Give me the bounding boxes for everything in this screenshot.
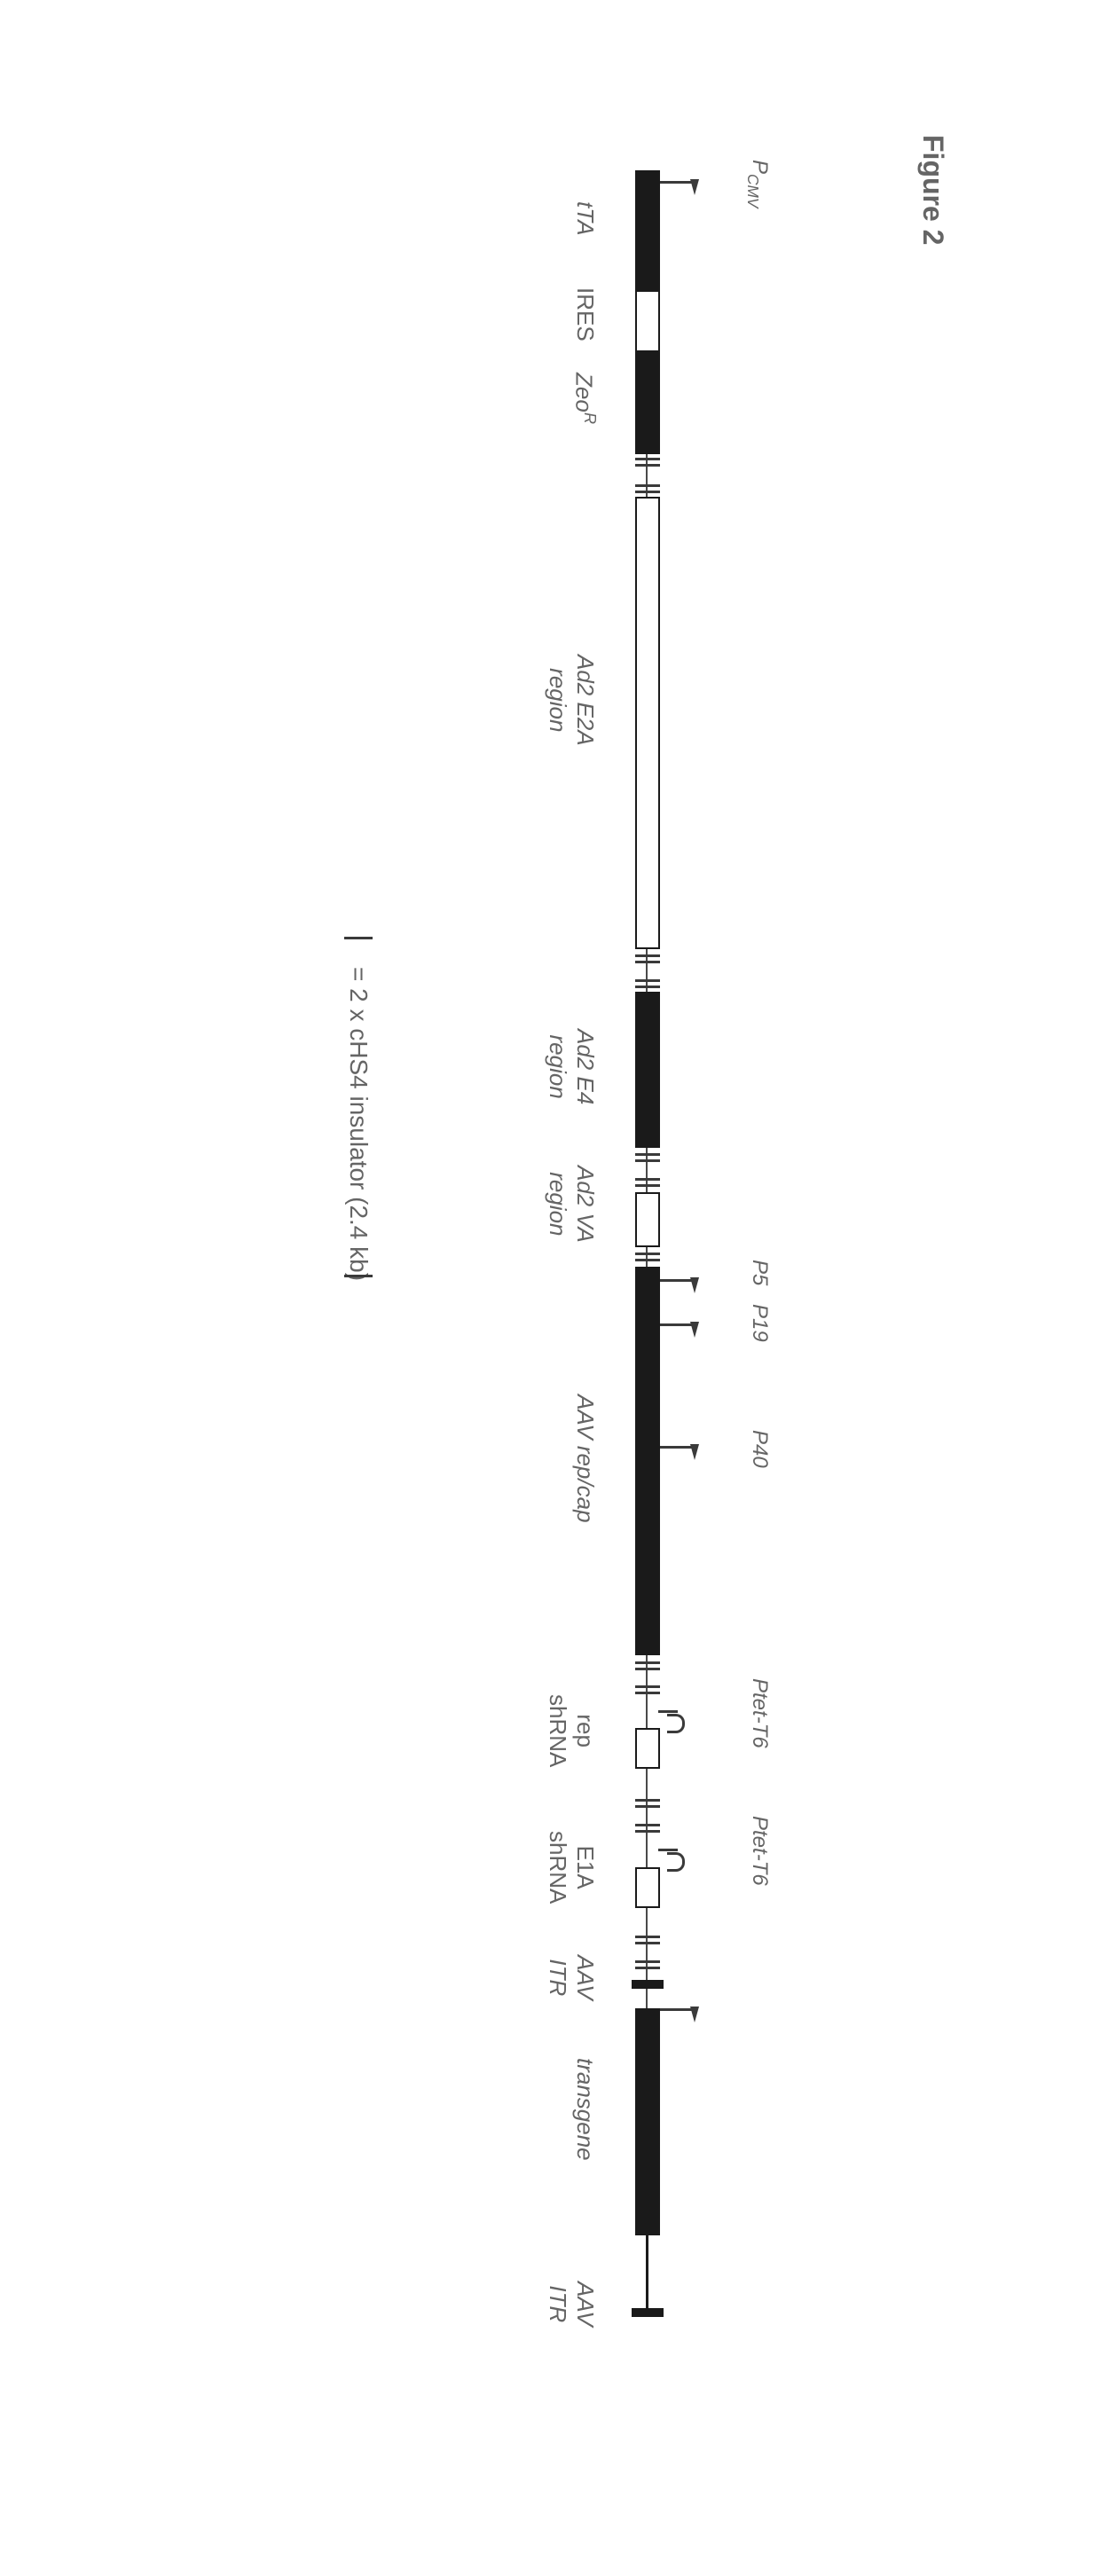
insulator-5 <box>635 1174 660 1190</box>
construct-element-6 <box>635 1267 660 1655</box>
element-label-2: ZeoR <box>570 373 599 424</box>
itr-marker-0 <box>632 1980 664 1989</box>
promoter-labels-row: PCMV P5 P19 P40 Ptet-T6 Ptet-T6 <box>745 135 772 2441</box>
insulator-3 <box>635 976 660 992</box>
figure-title: Figure 2 <box>916 135 949 245</box>
insulator-2 <box>635 951 660 967</box>
promoter-label-5: Ptet-T6 <box>747 1816 772 1886</box>
connector-line-0 <box>646 2235 648 2308</box>
insulator-7 <box>635 1658 660 1674</box>
element-label-8: E1AshRNA <box>544 1831 599 1904</box>
promoter-label-4: Ptet-T6 <box>747 1678 772 1748</box>
element-label-10: transgene <box>571 2058 599 2161</box>
element-label-11: AAVITR <box>544 2281 599 2327</box>
figure-container: Figure 2 PCMV P5 P19 P40 Ptet-T6 Ptet-T6 tTA I… <box>151 135 949 2441</box>
insulator-6 <box>635 1249 660 1265</box>
element-label-3: Ad2 E2Aregion <box>544 655 599 746</box>
construct-row <box>621 135 674 2441</box>
element-label-7: repshRNA <box>544 1694 599 1767</box>
construct-element-4 <box>635 992 660 1148</box>
insulator-11 <box>635 1932 660 1948</box>
element-label-5: Ad2 VAregion <box>544 1166 599 1243</box>
insulator-10 <box>635 1820 660 1836</box>
construct-element-8 <box>635 1867 660 1908</box>
insulator-12 <box>635 1957 660 1973</box>
element-label-1: IRES <box>571 287 599 342</box>
element-labels-row: tTA IRES ZeoR Ad2 E2Aregion Ad2 E4region Ad2 … <box>546 135 599 2441</box>
construct-element-9 <box>635 2008 660 2235</box>
construct-element-3 <box>635 497 660 949</box>
insulator-0 <box>635 454 660 470</box>
promoter-arrow-2 <box>660 1323 697 1326</box>
promoter-arrow-0 <box>660 181 697 184</box>
promoter-arrow-1 <box>660 1279 697 1282</box>
promoter-label-1: P5 <box>747 1260 772 1285</box>
element-label-0: tTA <box>571 201 599 236</box>
shrna-loop-0 <box>667 1714 685 1733</box>
promoter-arrow-3 <box>660 1446 697 1449</box>
construct-element-0 <box>635 170 660 290</box>
element-label-6: AAV rep/cap <box>571 1394 599 1523</box>
promoter-arrow-4 <box>660 2008 697 2011</box>
insulator-8 <box>635 1682 660 1698</box>
construct-element-2 <box>635 352 660 454</box>
insulator-9 <box>635 1795 660 1811</box>
legend: = 2 x cHS4 insulator (2.4 kb) <box>344 933 373 1281</box>
element-label-9: AAVITR <box>544 1955 599 2000</box>
insulator-1 <box>635 481 660 497</box>
itr-marker-1 <box>632 2308 664 2317</box>
element-label-4: Ad2 E4region <box>544 1029 599 1104</box>
promoter-label-0: PCMV <box>743 160 772 208</box>
shrna-loop-1 <box>667 1852 685 1872</box>
promoter-label-3: P40 <box>747 1430 772 1468</box>
construct-element-5 <box>635 1192 660 1247</box>
shrna-stem-0 <box>658 1710 678 1713</box>
legend-insulator-icon <box>346 933 371 949</box>
construct-element-1 <box>635 290 660 352</box>
construct-element-7 <box>635 1728 660 1769</box>
promoter-label-2: P19 <box>747 1304 772 1342</box>
insulator-4 <box>635 1150 660 1166</box>
shrna-stem-1 <box>658 1849 678 1851</box>
legend-text: = 2 x cHS4 insulator (2.4 kb) <box>344 967 373 1281</box>
